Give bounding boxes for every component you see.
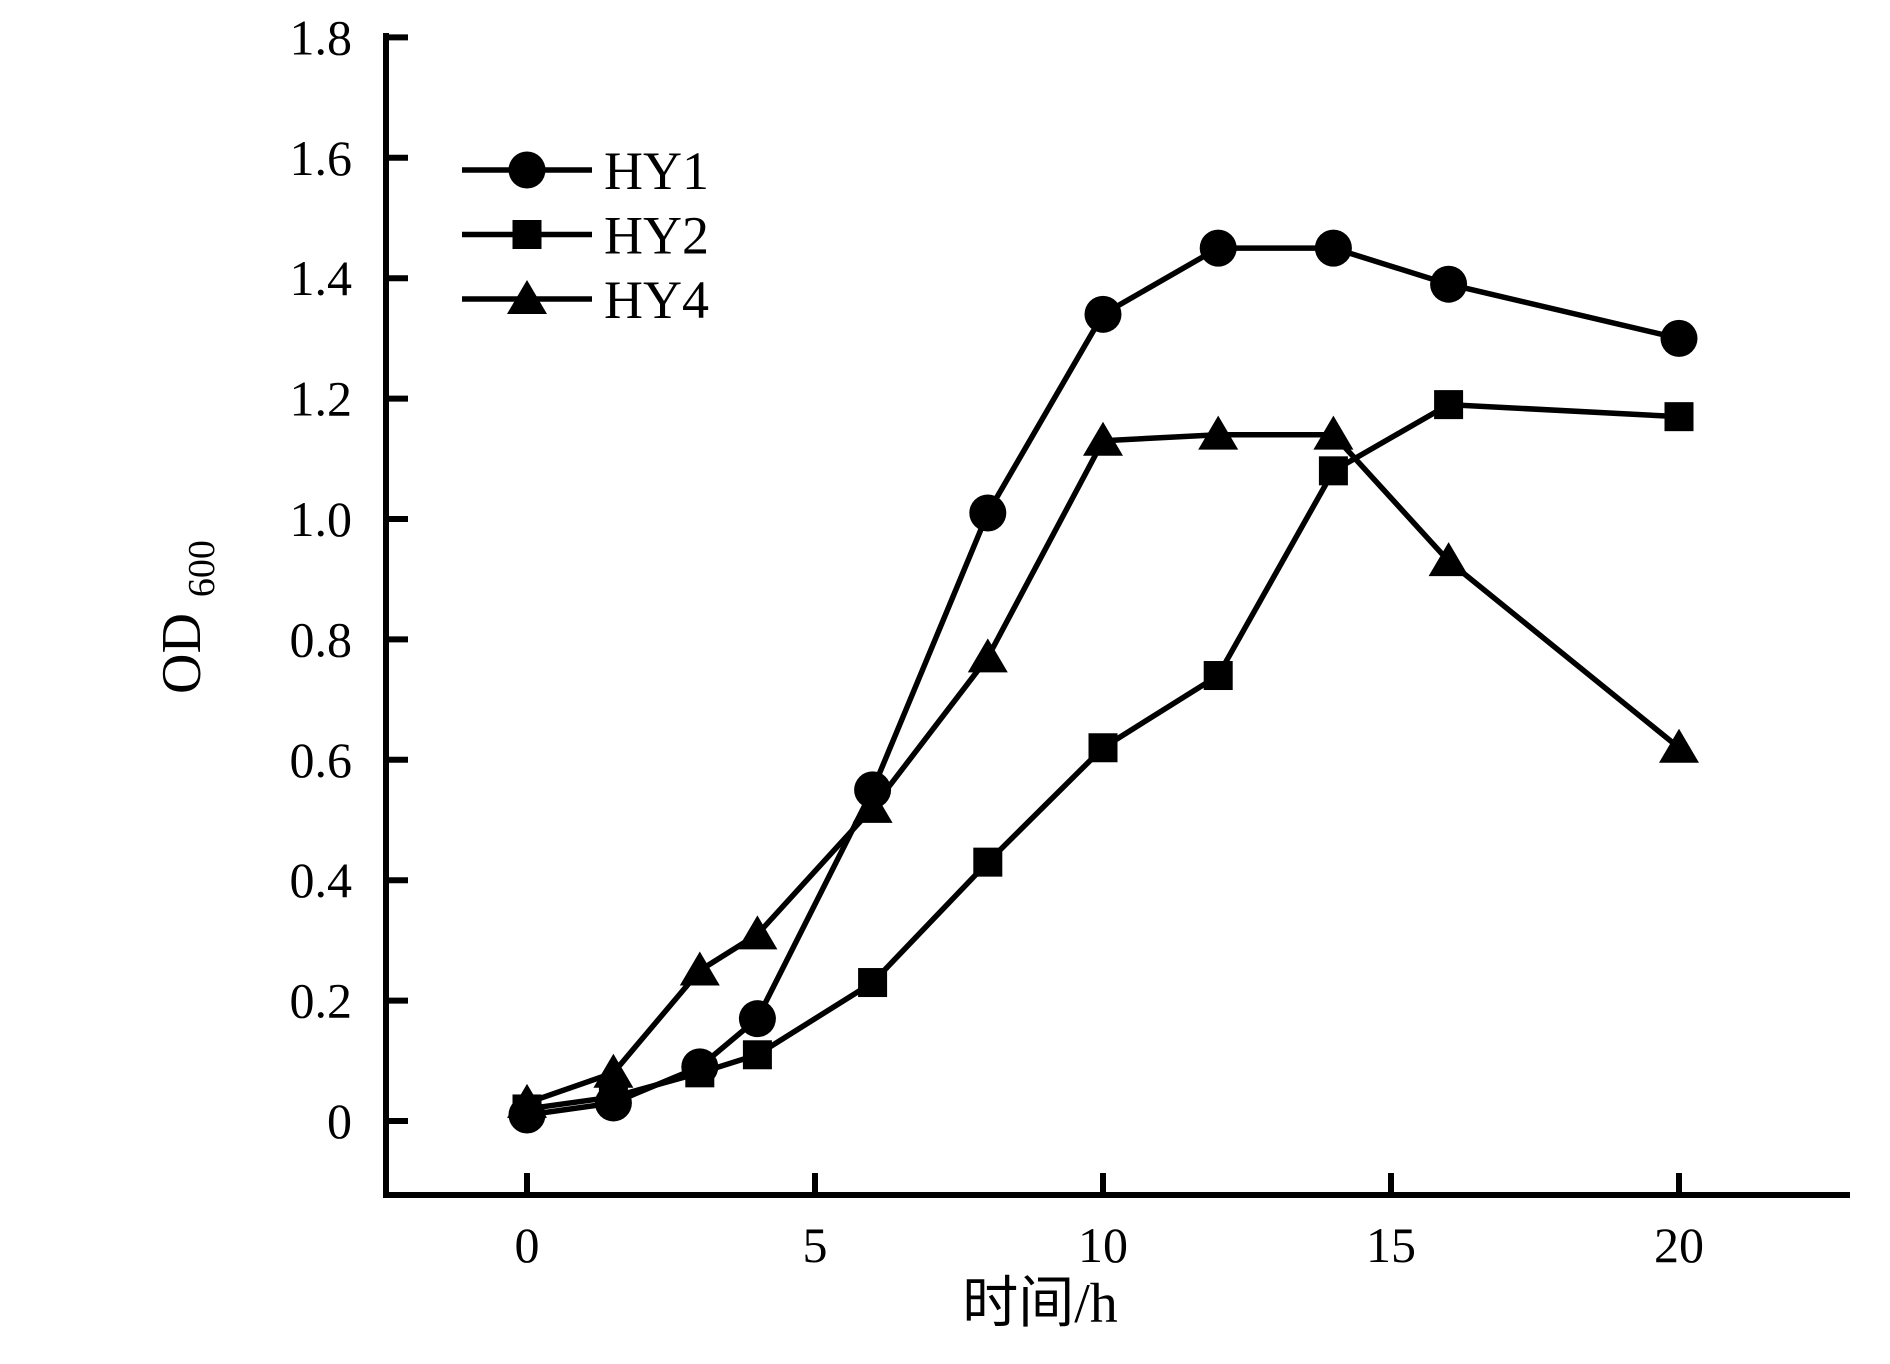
series-HY4-marker xyxy=(967,638,1008,673)
series-HY1-marker xyxy=(1660,319,1698,357)
series-HY4-marker xyxy=(737,915,778,950)
y-tick-label: 0.6 xyxy=(290,732,353,788)
legend-item-HY4: HY4 xyxy=(462,270,709,330)
series-HY4-marker xyxy=(1198,415,1239,450)
series-HY2-marker xyxy=(973,847,1003,877)
x-tick-label: 0 xyxy=(515,1217,540,1273)
axes-layer: 0 0.2 0.4 0.6 0.8 1.0 1.2 1.4 1.6 1.8 0 5 10 15 20 xyxy=(290,9,1850,1273)
y-axis-title: OD 600 xyxy=(151,540,223,694)
legend-label: HY2 xyxy=(604,206,709,266)
series-HY4-marker xyxy=(852,788,893,823)
series-HY1-marker xyxy=(738,1000,776,1038)
y-axis-title-main: OD xyxy=(151,613,213,694)
series-HY2-marker xyxy=(685,1058,715,1088)
series-HY2-marker xyxy=(1318,456,1348,486)
y-tick-label: 0.8 xyxy=(290,611,353,667)
series-HY2-marker xyxy=(1664,402,1694,432)
series-HY2-marker xyxy=(1203,661,1233,691)
series-HY4-marker xyxy=(593,1053,634,1088)
legend-square-icon xyxy=(512,220,542,249)
series-HY4-line xyxy=(526,431,1681,1106)
series-HY1-marker xyxy=(1314,229,1352,267)
series-HY4-marker xyxy=(1313,415,1354,450)
series-HY2-marker xyxy=(1434,390,1464,420)
x-tick-label: 10 xyxy=(1078,1217,1128,1273)
series-HY1-marker xyxy=(1430,265,1468,303)
series-HY2-marker xyxy=(858,968,888,998)
legend-item-HY2: HY2 xyxy=(462,206,709,266)
legend-circle-icon xyxy=(508,151,546,189)
y-axis-title-subscript: 600 xyxy=(181,540,223,597)
legend-label: HY4 xyxy=(604,270,709,330)
series-HY1-marker xyxy=(1084,295,1122,333)
y-tick-label: 0.2 xyxy=(290,973,353,1029)
series-HY1-marker xyxy=(969,494,1007,532)
y-tick-label: 1.2 xyxy=(290,371,353,427)
y-tick-label: 1.8 xyxy=(290,9,353,65)
series-HY4-marker xyxy=(507,1083,547,1118)
series-layer xyxy=(507,229,1699,1134)
y-tick-label: 1.4 xyxy=(290,250,353,306)
y-tick-label: 0 xyxy=(327,1093,352,1149)
series-HY4-marker xyxy=(1659,728,1699,763)
x-tick-label: 15 xyxy=(1366,1217,1416,1273)
series-HY4-marker xyxy=(1083,421,1123,456)
series-HY2-marker xyxy=(742,1040,772,1070)
series-HY4-marker xyxy=(1428,542,1469,577)
y-tick-label: 0.4 xyxy=(290,852,353,908)
series-HY1-marker xyxy=(1199,229,1237,267)
legend-item-HY1: HY1 xyxy=(462,141,709,201)
series-HY2-marker xyxy=(1088,733,1118,763)
x-axis-title: 时间/h xyxy=(962,1273,1118,1335)
x-tick-label: 20 xyxy=(1654,1217,1704,1273)
x-tick-label: 5 xyxy=(803,1217,828,1273)
legend-label: HY1 xyxy=(604,141,709,201)
y-tick-label: 1.6 xyxy=(290,130,353,186)
legend-triangle-icon xyxy=(507,279,547,314)
series-HY4-marker xyxy=(679,951,720,986)
y-tick-label: 1.0 xyxy=(290,491,353,547)
